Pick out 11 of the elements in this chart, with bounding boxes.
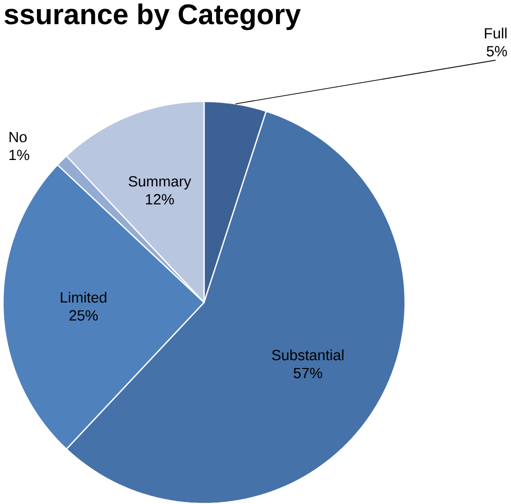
data-label: 12% [146, 194, 174, 204]
data-label: 1% [10, 150, 30, 160]
chart-title: ssurance by Category [4, 3, 301, 30]
slice-label: Full [484, 28, 507, 38]
data-label: 5% [486, 46, 507, 56]
slice-label: No [10, 132, 27, 142]
slice-label: Summary [128, 176, 192, 190]
data-label: 57% [294, 368, 322, 378]
slice-label: Substantial [272, 349, 344, 360]
slice-label: Limited [60, 292, 106, 303]
data-label: 25% [69, 310, 98, 321]
